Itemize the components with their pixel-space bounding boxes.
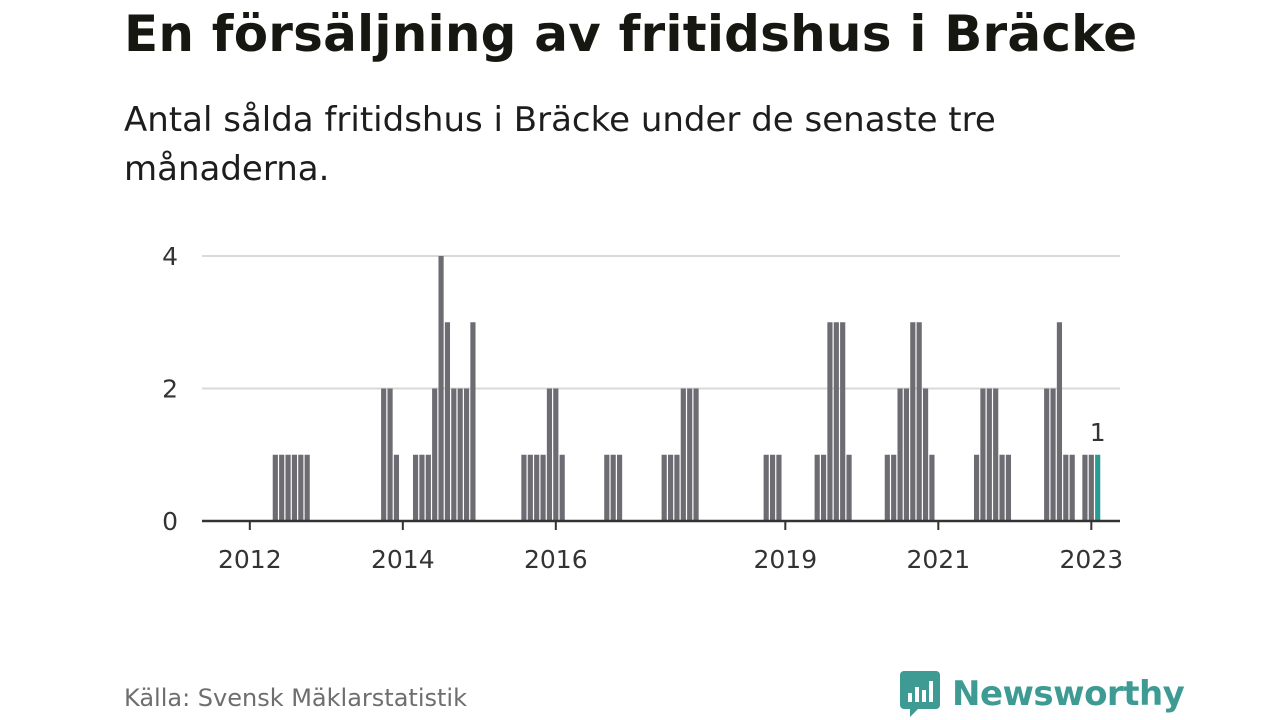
bar xyxy=(419,454,425,521)
bar xyxy=(769,454,776,521)
highlight-bar xyxy=(1095,454,1101,521)
bar xyxy=(272,454,278,521)
bar xyxy=(840,322,846,521)
bar xyxy=(999,454,1005,521)
bar xyxy=(993,388,999,521)
bar xyxy=(279,454,285,521)
bar xyxy=(827,322,833,521)
x-tick-label: 2023 xyxy=(1060,545,1124,574)
bar xyxy=(451,388,457,521)
data-label: 1 xyxy=(1090,418,1106,447)
newsworthy-logo-icon xyxy=(900,671,940,717)
bar xyxy=(438,256,444,521)
bar xyxy=(1050,388,1056,521)
bar xyxy=(540,454,546,521)
bar xyxy=(910,322,916,521)
y-tick-label: 2 xyxy=(162,375,178,404)
bar xyxy=(814,454,820,521)
x-tick-label: 2014 xyxy=(371,545,435,574)
bar xyxy=(674,454,680,521)
bar xyxy=(457,388,463,521)
bar xyxy=(546,388,553,521)
y-tick-label: 4 xyxy=(162,242,178,271)
bar xyxy=(693,388,699,521)
bar xyxy=(929,454,935,521)
bar xyxy=(432,388,438,521)
bar xyxy=(846,454,852,521)
bar xyxy=(285,454,291,521)
bar xyxy=(387,388,393,521)
x-tick-label: 2021 xyxy=(907,545,971,574)
bar xyxy=(820,454,827,521)
bar xyxy=(667,454,674,521)
bar xyxy=(291,454,298,521)
x-tick-label: 2019 xyxy=(754,545,818,574)
chart-title: En försäljning av fritidshus i Bräcke xyxy=(124,5,1138,63)
chart-subtitle: Antal sålda fritidshus i Bräcke under de… xyxy=(124,100,996,189)
y-tick-label: 0 xyxy=(162,507,178,536)
bar xyxy=(903,388,910,521)
bar xyxy=(1056,322,1063,521)
bar xyxy=(897,388,903,521)
bar xyxy=(986,388,992,521)
bar xyxy=(884,454,890,521)
bar xyxy=(980,388,986,521)
bar xyxy=(916,322,922,521)
brand-logo: Newsworthy xyxy=(900,670,1185,718)
bar xyxy=(922,388,929,521)
bar xyxy=(891,454,897,521)
bar xyxy=(973,454,980,521)
bar xyxy=(521,454,527,521)
bar xyxy=(534,454,540,521)
bar xyxy=(444,322,451,521)
bar xyxy=(463,388,470,521)
bar xyxy=(393,454,400,521)
bar xyxy=(412,454,419,521)
bar xyxy=(1044,388,1050,521)
bar xyxy=(610,454,616,521)
bar xyxy=(680,388,686,521)
x-tick-label: 2012 xyxy=(218,545,282,574)
bar xyxy=(616,454,623,521)
bar xyxy=(381,388,387,521)
x-tick-label: 2016 xyxy=(524,545,588,574)
bar xyxy=(425,454,431,521)
bar xyxy=(1063,454,1069,521)
bar xyxy=(1069,454,1075,521)
bar xyxy=(776,454,782,521)
bar xyxy=(298,454,304,521)
bar xyxy=(470,322,476,521)
bar xyxy=(527,454,533,521)
bar xyxy=(661,454,667,521)
bar xyxy=(1005,454,1012,521)
bar xyxy=(763,454,769,521)
bar xyxy=(833,322,839,521)
bar xyxy=(687,388,693,521)
bar xyxy=(1082,454,1088,521)
bar xyxy=(553,388,559,521)
bar xyxy=(559,454,565,521)
bar xyxy=(304,454,310,521)
bar xyxy=(604,454,610,521)
brand-name: Newsworthy xyxy=(952,674,1185,714)
bar xyxy=(1088,454,1094,521)
source-note: Källa: Svensk Mäklarstatistik xyxy=(124,684,467,712)
